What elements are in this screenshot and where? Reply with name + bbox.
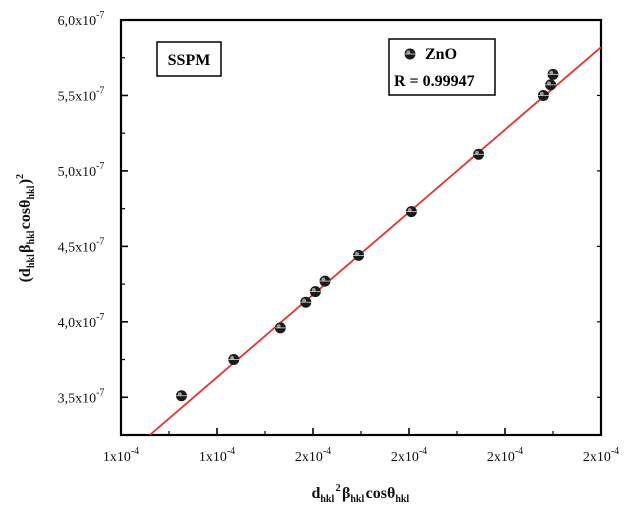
x-tick-label: 2x10-4 — [487, 446, 523, 465]
legend-label: ZnO — [425, 46, 457, 63]
data-point-shine — [276, 324, 281, 329]
plot-frame — [119, 18, 603, 437]
x-tick-label: 2x10-4 — [583, 446, 619, 465]
y-tick-label: 4,5x10-7 — [58, 236, 105, 255]
y-tick-label: 3,5x10-7 — [58, 387, 105, 406]
x-tick-label: 2x10-4 — [295, 446, 331, 465]
y-tick-label: 5,5x10-7 — [58, 85, 105, 104]
y-tick-label: 4,0x10-7 — [58, 312, 105, 331]
data-point-shine — [321, 277, 326, 282]
data-point-shine — [475, 150, 479, 155]
x-tick-label: 1x10-4 — [103, 446, 139, 465]
data-point-shine — [539, 91, 544, 96]
legend-marker-shine — [406, 50, 411, 55]
data-point-shine — [547, 81, 551, 86]
annotation-text: SSPM — [168, 52, 211, 69]
annotation-box — [156, 41, 222, 77]
legend-box — [388, 38, 496, 96]
y-tick-label: 6,0x10-7 — [58, 10, 105, 29]
x-axis-title: dhkl 2 βhkl cosθhkl — [311, 483, 410, 505]
y-tick-label: 5,0x10-7 — [58, 161, 105, 180]
data-point-shine — [407, 208, 412, 212]
data-point-shine — [302, 298, 307, 303]
fit-line — [149, 46, 601, 435]
data-point-shine — [311, 288, 316, 292]
x-tick-label: 1x10-4 — [199, 446, 235, 465]
x-tick-label: 2x10-4 — [391, 446, 427, 465]
y-axis-title: (dhkl βhkl cosθhkl )2 — [15, 173, 37, 283]
data-point-shine — [355, 251, 359, 256]
data-point-shine — [230, 355, 235, 360]
legend-r-value: R = 0.99947 — [394, 73, 475, 90]
data-point-shine — [549, 70, 554, 75]
data-point-shine — [177, 392, 182, 397]
